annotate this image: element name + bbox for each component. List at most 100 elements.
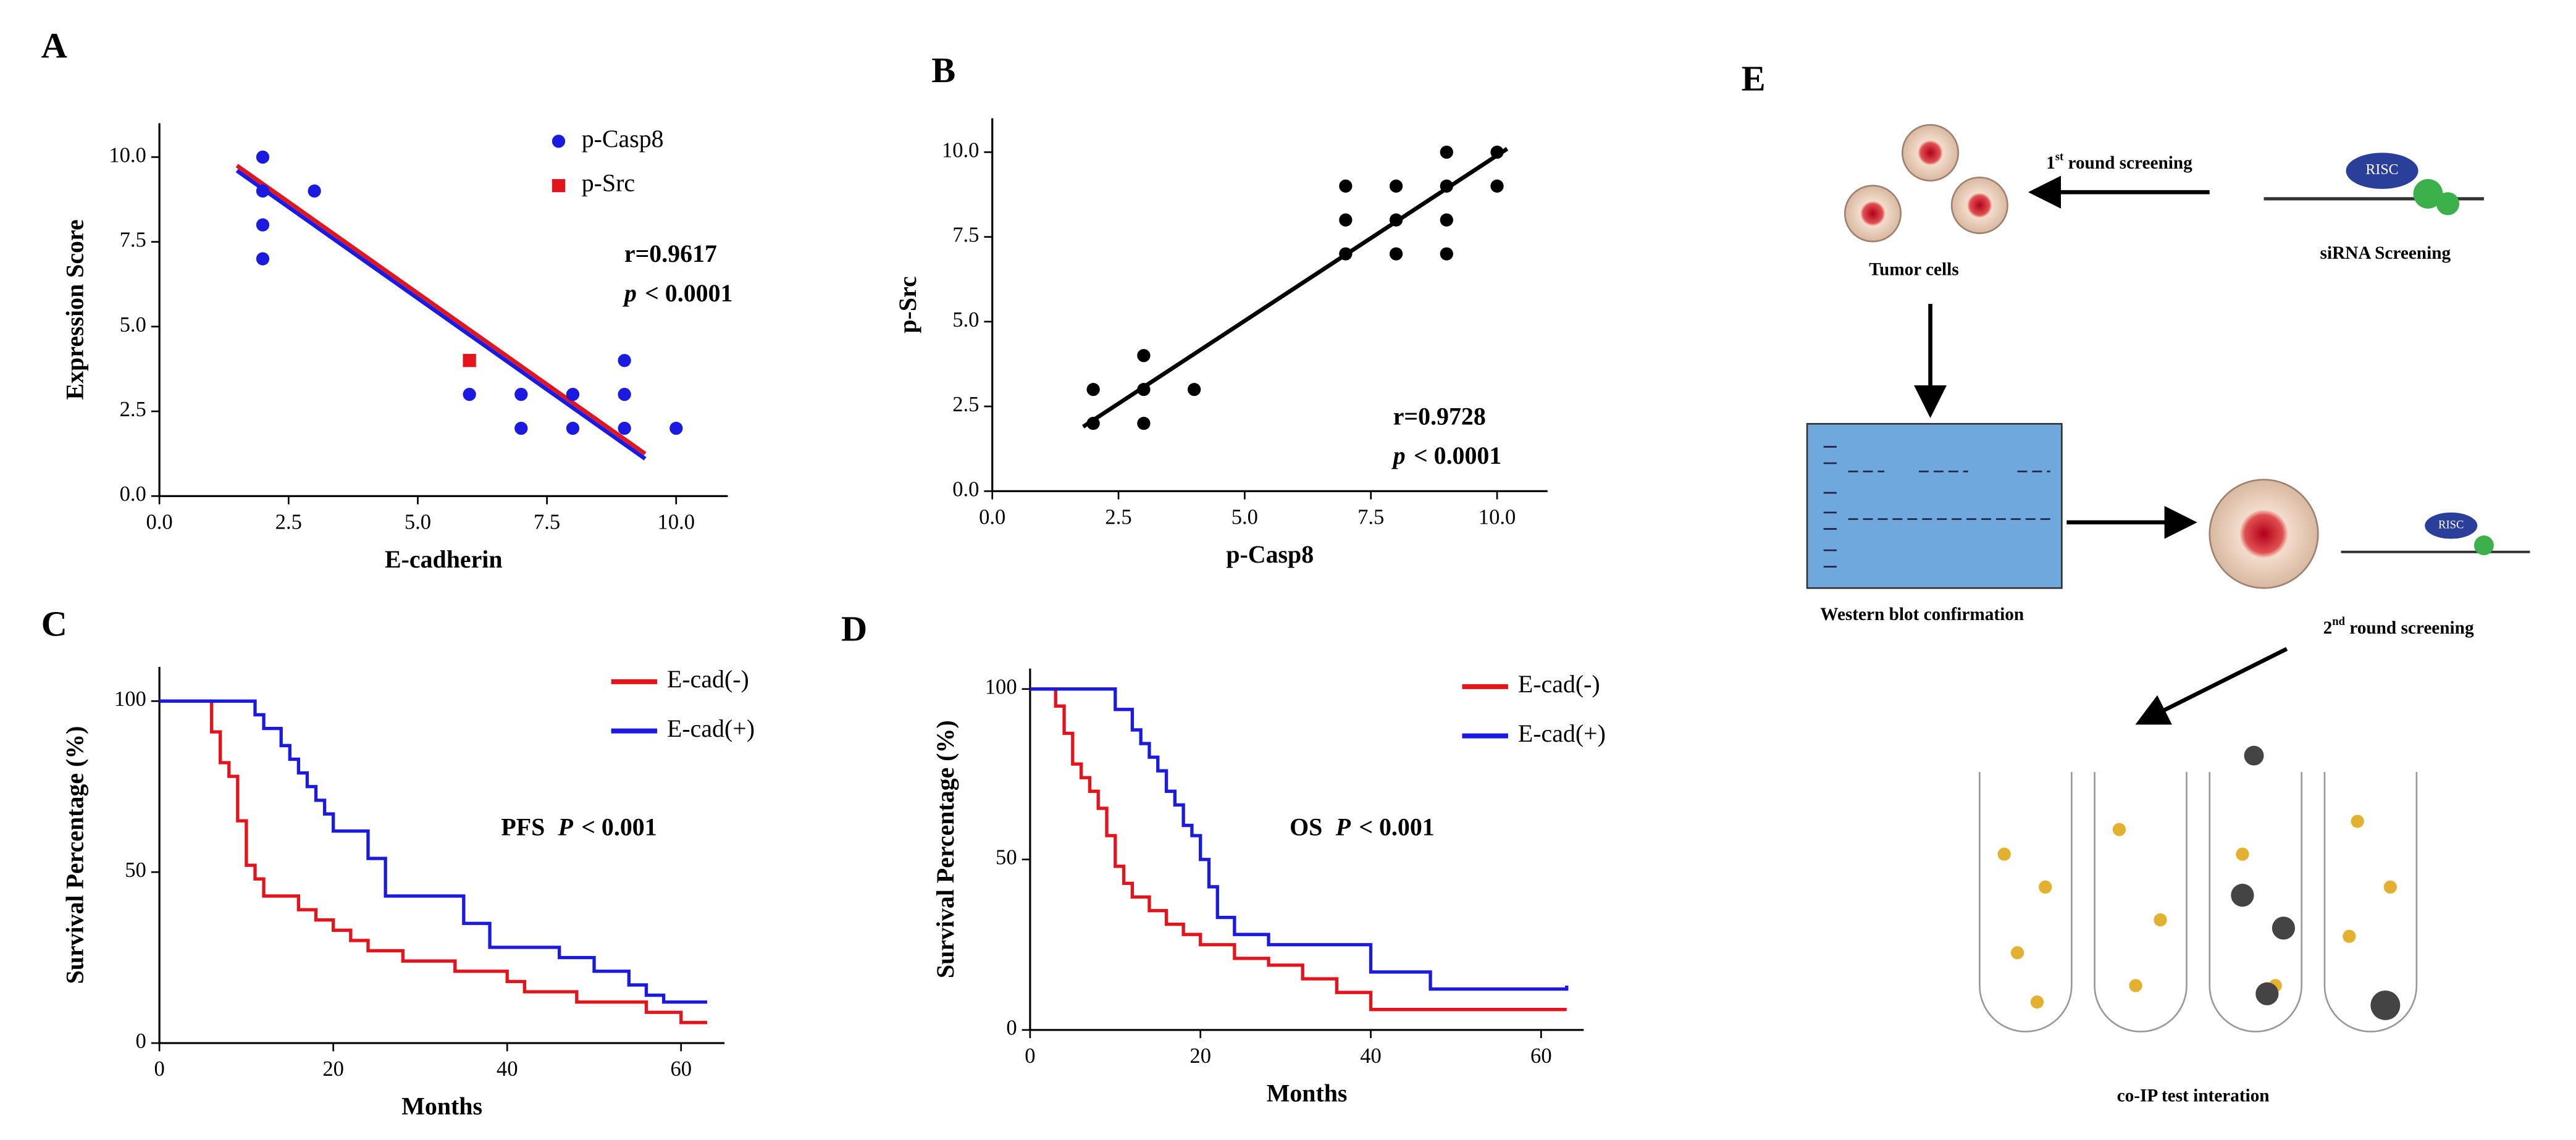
y-tick-label: 100: [985, 676, 1017, 699]
point: [1137, 383, 1151, 396]
survival-curve: [1030, 687, 1567, 1012]
diagram-label: Tumor cells: [1869, 260, 1958, 280]
y-tick-label: 5.0: [952, 308, 979, 332]
axis: [1029, 668, 1584, 1031]
point: [514, 387, 528, 401]
panel-letter: E: [1742, 58, 1766, 98]
point: [618, 387, 631, 401]
p-value: < 0.001: [1359, 813, 1434, 840]
stat-prefix: OS: [1290, 813, 1322, 840]
point: [669, 421, 683, 435]
point: [618, 421, 631, 435]
stat-p: OS P < 0.001: [1290, 813, 1435, 840]
panel-letter: A: [41, 25, 67, 65]
text: st: [2055, 151, 2064, 164]
diagram-label: siRNA Screening: [2320, 243, 2451, 263]
legend-marker: [552, 178, 566, 193]
point: [1440, 179, 1453, 193]
stat-prefix: PFS: [501, 813, 545, 840]
x-axis-label: E-cadherin: [385, 545, 503, 573]
x-axis-label: Months: [1267, 1079, 1348, 1107]
diagram-label: RISC: [2365, 162, 2398, 178]
p-symbol: P: [558, 813, 574, 840]
point: [463, 387, 476, 401]
legend-label: E-cad(-): [667, 665, 749, 693]
x-tick-label: 10.0: [1479, 505, 1516, 529]
x-tick-label: 0.0: [146, 510, 173, 534]
x-tick-label: 5.0: [405, 510, 431, 534]
text: 2: [2323, 618, 2333, 637]
legend-marker: [552, 135, 566, 148]
point: [1188, 383, 1201, 396]
x-tick-label: 60: [1530, 1044, 1552, 1068]
p-value: < 0.0001: [645, 279, 732, 307]
x-tick-label: 40: [1360, 1044, 1382, 1068]
survival-curve: [1030, 687, 1569, 991]
y-tick-label: 0: [136, 1029, 146, 1053]
y-tick-label: 2.5: [952, 393, 979, 416]
y-tick-label: 100: [114, 687, 146, 711]
y-tick-label: 7.5: [120, 228, 146, 252]
stat-p: p < 0.0001: [623, 279, 733, 307]
axis: [158, 666, 725, 1044]
x-tick-label: 40: [497, 1057, 518, 1081]
western-blot-icon: [1806, 422, 2063, 589]
x-tick-label: 0.0: [979, 505, 1005, 529]
y-tick-label: 10.0: [109, 143, 146, 167]
point: [1440, 247, 1453, 261]
point: [1389, 247, 1403, 261]
y-tick-label: 0: [1006, 1016, 1017, 1040]
text: round screening: [2345, 618, 2474, 637]
p-symbol: p: [623, 279, 637, 307]
sirna-icon: [2263, 153, 2484, 216]
y-axis-label: Survival Percentage (%): [931, 720, 959, 978]
point: [1440, 145, 1453, 159]
text: 1: [2046, 153, 2055, 173]
y-tick-label: 0.0: [952, 477, 979, 501]
point: [1440, 213, 1453, 227]
point: [1137, 349, 1151, 363]
survival-curve: [159, 699, 707, 1025]
p-value: < 0.0001: [1414, 442, 1501, 469]
p-value: < 0.001: [581, 813, 657, 840]
stat-r: r=0.9728: [1393, 402, 1486, 430]
tumor-cells-icon: [1844, 124, 2008, 243]
point: [1339, 179, 1353, 193]
y-axis-label: Expression Score: [61, 219, 88, 400]
y-tick-label: 2.5: [120, 398, 146, 421]
tubes: [1979, 745, 2418, 1033]
x-tick-label: 2.5: [1105, 505, 1131, 529]
point: [514, 421, 528, 435]
point: [1389, 213, 1403, 227]
point: [1490, 145, 1504, 159]
fit-line: [1082, 147, 1509, 429]
point: [566, 387, 580, 401]
x-tick-label: 10.0: [658, 510, 695, 534]
x-tick-label: 2.5: [275, 510, 302, 534]
point: [256, 150, 270, 164]
y-axis-label: p-Src: [894, 276, 921, 333]
diagram-label: Western blot confirmation: [1820, 605, 2024, 624]
diagram-label: 1st round screening: [2046, 151, 2192, 173]
fit-line: [235, 169, 647, 461]
point: [256, 184, 270, 198]
x-axis-label: p-Casp8: [1226, 540, 1314, 568]
x-axis-label: Months: [401, 1092, 482, 1120]
stat-p: PFS P < 0.001: [501, 813, 657, 840]
point: [256, 252, 270, 266]
legend-label: E-cad(+): [667, 715, 755, 742]
point: [1490, 179, 1504, 193]
point: [256, 218, 270, 232]
panel-letter: D: [841, 608, 867, 648]
y-tick-label: 50: [996, 846, 1017, 870]
x-tick-label: 0: [154, 1057, 164, 1081]
x-tick-label: 20: [322, 1057, 344, 1081]
x-tick-label: 20: [1189, 1044, 1211, 1068]
y-tick-label: 0.0: [120, 482, 146, 506]
stat-p: p < 0.0001: [1391, 442, 1502, 469]
y-tick-label: 10.0: [942, 138, 979, 162]
sirna-icon: [2341, 512, 2530, 556]
point: [1086, 416, 1100, 430]
point: [1086, 383, 1100, 396]
